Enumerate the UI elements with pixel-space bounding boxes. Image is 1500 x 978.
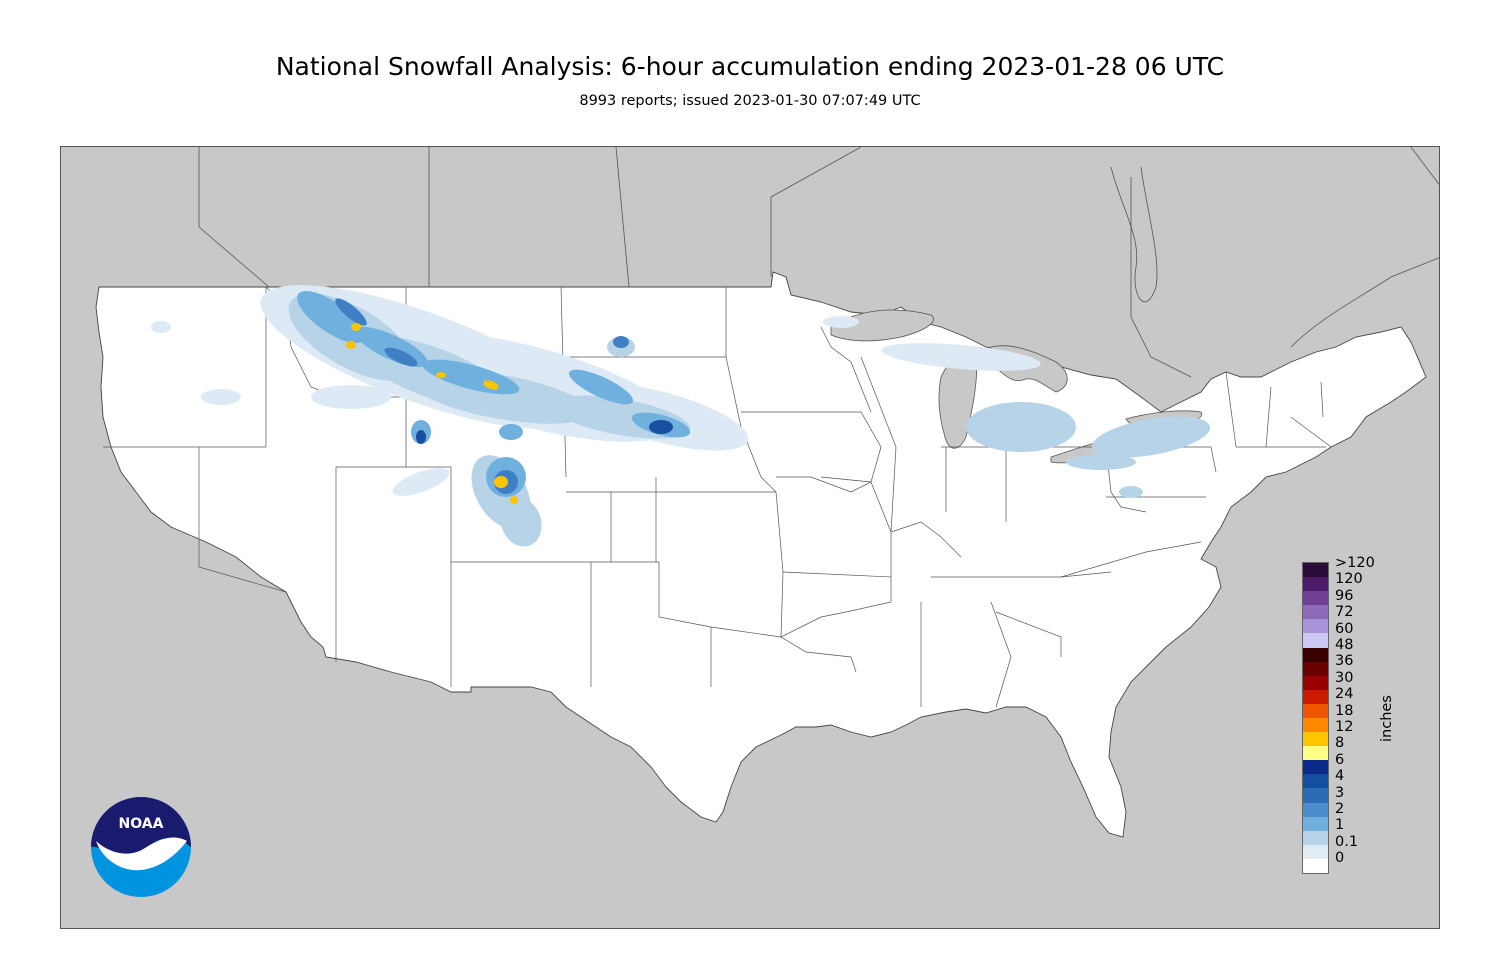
legend-swatch xyxy=(1303,633,1328,649)
legend-swatch xyxy=(1303,703,1328,719)
province-boundaries xyxy=(198,147,1192,378)
snowfall-area xyxy=(649,420,673,434)
snowfall-area xyxy=(1091,416,1211,458)
legend-label: 24 xyxy=(1335,686,1354,703)
legend-swatch xyxy=(1303,619,1328,634)
snowfall-area xyxy=(201,389,241,405)
noaa-logo: NOAA xyxy=(90,796,192,898)
legend-swatch xyxy=(1303,816,1328,832)
snowfall-area xyxy=(436,372,446,378)
legend-label: 18 xyxy=(1335,702,1354,719)
legend-label: 0.1 xyxy=(1335,833,1359,850)
units-text: inches xyxy=(1379,695,1395,742)
legend-swatch xyxy=(1303,732,1328,747)
map-subtitle: 8993 reports; issued 2023-01-30 07:07:49… xyxy=(579,93,921,109)
snowfall-layer xyxy=(151,285,1211,547)
legend-label: 12 xyxy=(1335,719,1354,735)
legend-label: 120 xyxy=(1335,571,1363,588)
snowfall-map[interactable] xyxy=(60,146,1440,929)
snowfall-area xyxy=(568,369,634,405)
legend-label: 30 xyxy=(1335,669,1354,686)
snowfall-area xyxy=(499,424,523,440)
snowfall-area xyxy=(966,402,1076,452)
legend-label: 0 xyxy=(1335,850,1345,867)
legend-swatch xyxy=(1303,563,1328,578)
map-canvas xyxy=(95,147,1439,838)
snowfall-area xyxy=(1066,454,1136,470)
legend-label: 6 xyxy=(1335,751,1345,768)
snowfall-area xyxy=(881,343,1041,371)
snowfall-area xyxy=(346,341,356,349)
legend-swatch xyxy=(1303,830,1328,846)
legend-label: 8 xyxy=(1335,735,1345,752)
snowfall-area xyxy=(483,380,499,390)
legend-swatch xyxy=(1303,760,1328,775)
legend-label: 96 xyxy=(1335,587,1354,604)
snowfall-area xyxy=(823,316,859,328)
legend-swatch xyxy=(1303,605,1328,620)
legend-swatch xyxy=(1303,718,1328,733)
legend-label: 72 xyxy=(1335,604,1354,621)
snowfall-area xyxy=(510,496,518,504)
legend-swatch xyxy=(1303,689,1328,705)
snowfall-area xyxy=(351,323,361,331)
legend-label: 48 xyxy=(1335,637,1354,653)
units-label: inches xyxy=(1373,690,1403,750)
legend-colorbar xyxy=(1302,562,1329,874)
logo-text: NOAA xyxy=(119,816,164,832)
legend-label: 60 xyxy=(1335,620,1354,637)
gull-shape xyxy=(96,837,187,871)
legend-swatch xyxy=(1303,661,1328,677)
snowfall-area xyxy=(335,298,367,326)
logo-dark-top xyxy=(91,797,191,856)
snowfall-area xyxy=(151,321,171,333)
snowfall-area xyxy=(416,430,426,444)
snowfall-area xyxy=(384,347,418,367)
legend-label: 36 xyxy=(1335,653,1354,670)
hudson-bay-coast xyxy=(1110,166,1158,302)
legend-swatch xyxy=(1303,647,1328,663)
legend-label: 3 xyxy=(1335,784,1345,801)
map-title: National Snowfall Analysis: 6-hour accum… xyxy=(275,52,1225,81)
legend-swatch xyxy=(1303,675,1328,691)
legend-swatch xyxy=(1303,844,1328,860)
legend-swatch xyxy=(1303,591,1328,606)
legend-swatch xyxy=(1303,774,1328,789)
legend-swatch xyxy=(1303,788,1328,804)
legend-swatch xyxy=(1303,858,1328,874)
legend-swatch xyxy=(1303,577,1328,592)
snowfall-area xyxy=(297,290,365,344)
snowfall-area xyxy=(500,497,542,547)
snowfall-area xyxy=(311,385,391,409)
legend-label: 1 xyxy=(1335,817,1345,834)
snowfall-area xyxy=(613,336,629,348)
legend-swatch xyxy=(1303,746,1328,761)
legend-label: 4 xyxy=(1335,768,1345,785)
snowfall-area xyxy=(1119,486,1143,498)
snowfall-area xyxy=(494,476,508,488)
legend-swatch xyxy=(1303,802,1328,818)
legend-label: >120 xyxy=(1335,555,1375,571)
conus-land xyxy=(95,271,1427,838)
legend-label: 2 xyxy=(1335,801,1345,817)
snowfall-area xyxy=(392,468,450,496)
